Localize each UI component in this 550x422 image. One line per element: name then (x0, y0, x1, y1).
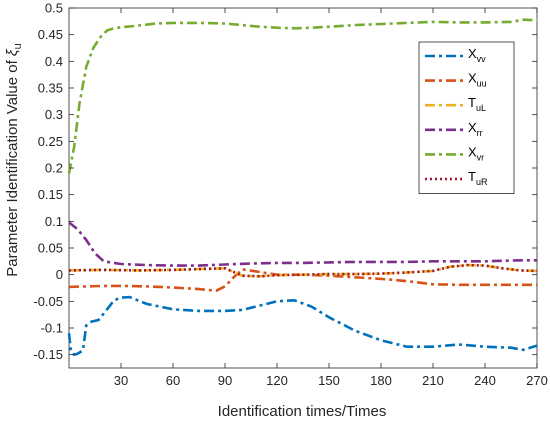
x-tick-label: 150 (318, 373, 340, 388)
x-tick-label: 270 (526, 373, 548, 388)
y-axis-title: Parameter Identification Value of ξu (4, 43, 24, 277)
x-tick-label: 90 (218, 373, 232, 388)
x-tick-label: 60 (166, 373, 180, 388)
x-tick-label: 120 (266, 373, 288, 388)
y-tick-label: 0.4 (45, 54, 63, 69)
y-axis-title-main: Parameter Identification Value of (4, 56, 21, 277)
y-axis-title-symbol: ξ (4, 48, 21, 56)
legend-label-x-rr: Xrr (468, 120, 483, 138)
y-tick-label: 0 (56, 267, 63, 282)
y-axis-title-subscript: u (12, 43, 24, 49)
y-tick-label: -0.1 (41, 321, 63, 336)
series-line-x-uu (68, 268, 537, 292)
legend-label-t-ul: TuL (468, 95, 486, 113)
y-tick-label: 0.5 (45, 1, 63, 16)
y-tick-label: 0.25 (38, 134, 63, 149)
y-tick-label: 0.1 (45, 214, 63, 229)
y-tick-label: 0.15 (38, 187, 63, 202)
y-tick-label: 0.05 (38, 241, 63, 256)
x-tick-label: 30 (114, 373, 128, 388)
series-line-x-vr (67, 18, 538, 174)
y-tick-label: -0.05 (33, 294, 63, 309)
y-tick-label: 0.2 (45, 161, 63, 176)
axes-layer: 30 60 90 120 150 180 210 240 270 -0.15 -0.1 -0.05 0 0… (33, 1, 547, 389)
y-tick-label: 0.45 (38, 27, 63, 42)
legend-label-x-vr: Xvr (468, 144, 484, 162)
legend: Xvv Xuu TuL Xrr Xvr TuR (418, 41, 515, 195)
y-tick-label: 0.35 (38, 81, 63, 96)
series-line-t-ur (68, 263, 538, 278)
series-layer (67, 18, 538, 356)
series-line-x-vv (67, 295, 538, 356)
legend-box (418, 41, 515, 195)
x-tick-label: 240 (474, 373, 496, 388)
x-axis-title: Identification times/Times (218, 403, 387, 420)
x-tick-label: 180 (370, 373, 392, 388)
y-tick-label: 0.3 (45, 107, 63, 122)
x-tick-label: 210 (422, 373, 444, 388)
legend-label-t-ur: TuR (468, 169, 488, 187)
legend-label-x-uu: Xuu (468, 71, 487, 89)
y-tick-label: -0.15 (33, 347, 63, 362)
series-line-x-rr (68, 221, 537, 267)
legend-label-x-vv: Xvv (468, 46, 486, 64)
